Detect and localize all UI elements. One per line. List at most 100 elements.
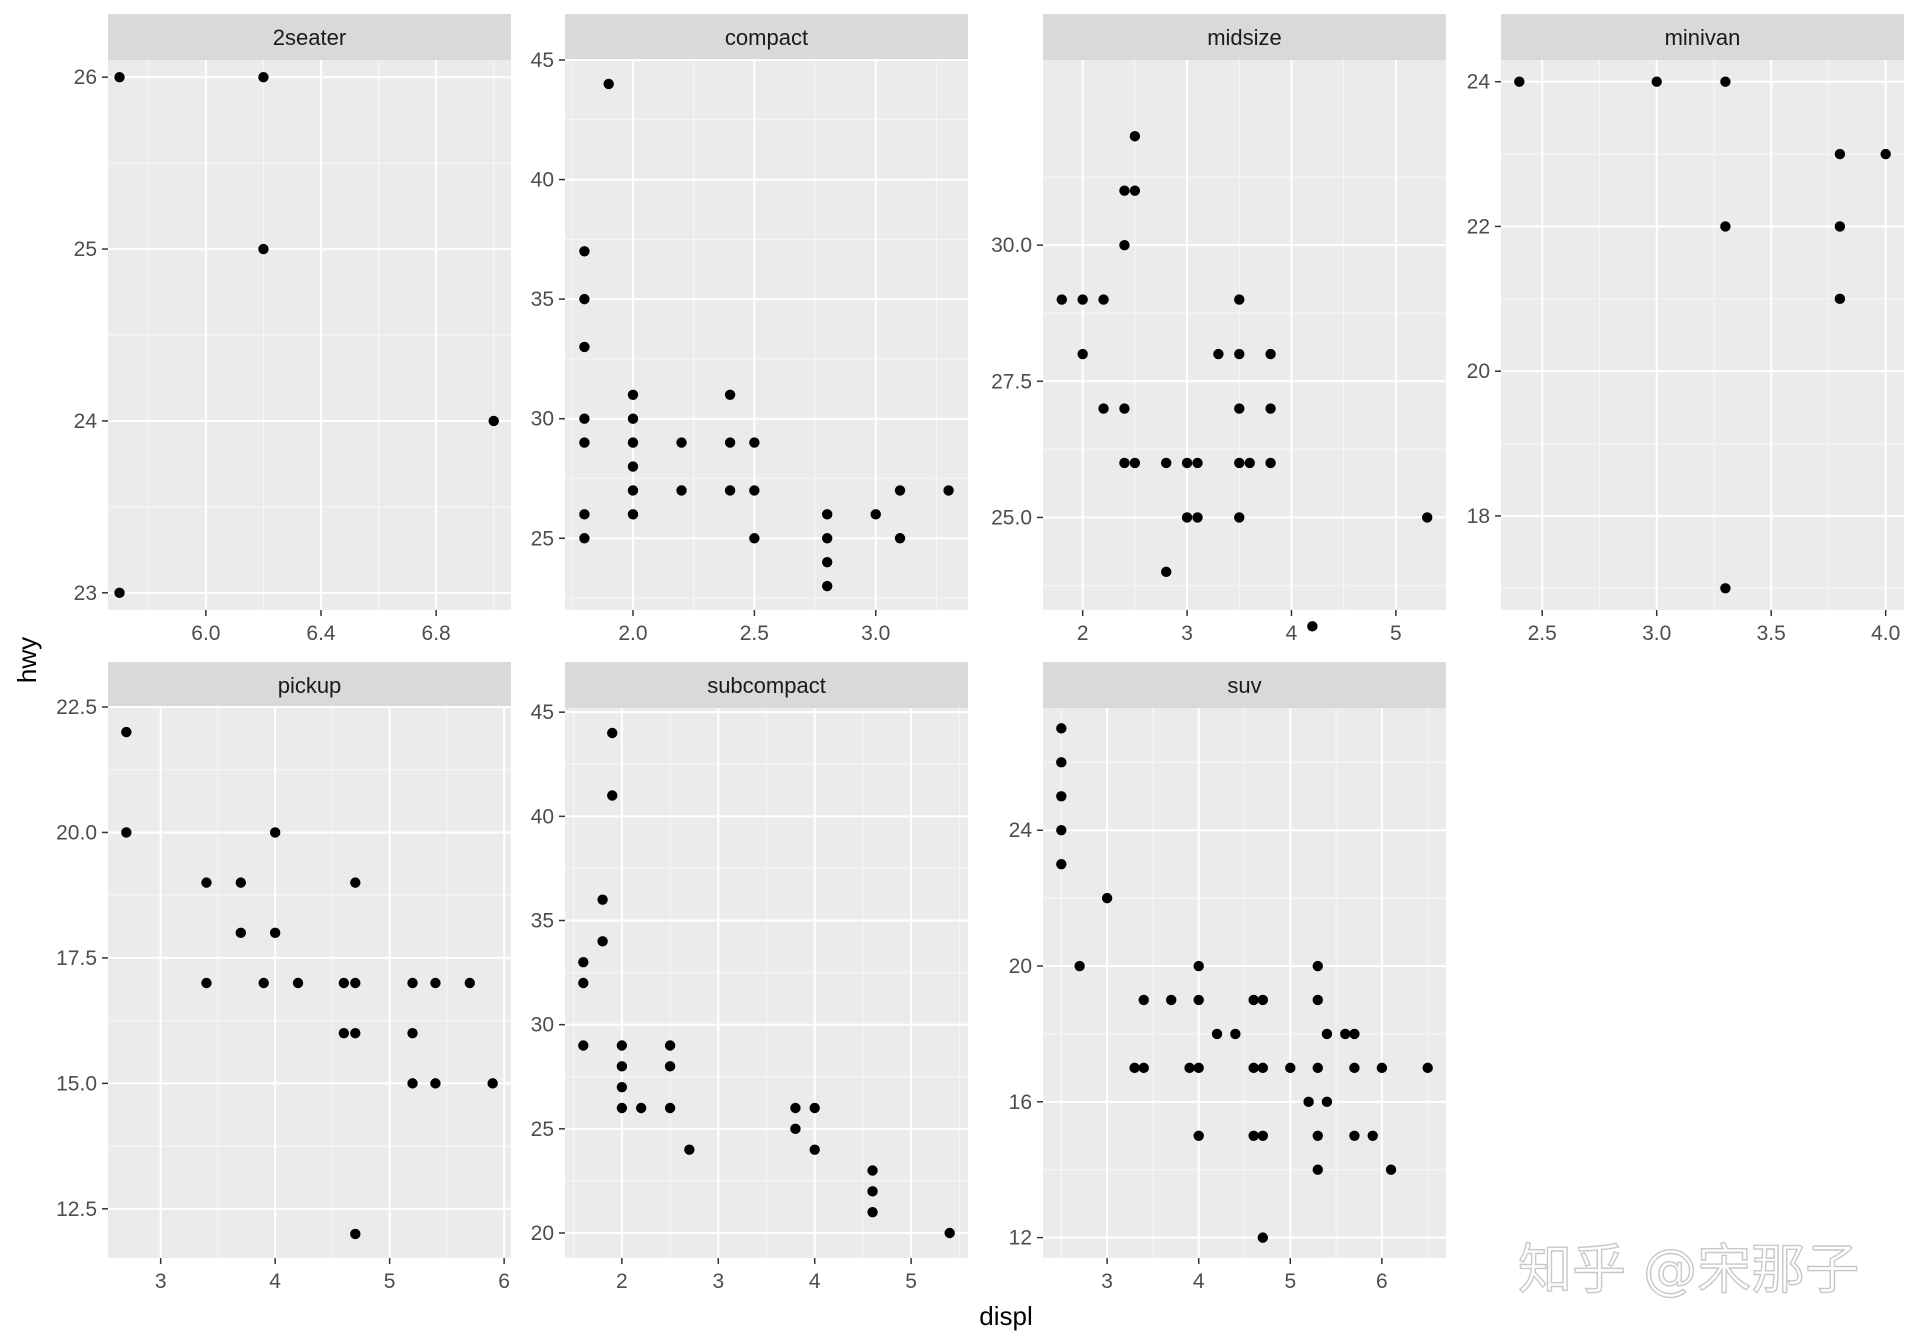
data-point [1193,960,1204,972]
x-tick-label: 4 [809,1270,821,1293]
facet-strip [1043,662,1446,708]
y-tick-label: 20 [1009,955,1032,978]
data-point [201,977,212,989]
data-point [603,78,614,90]
data-point [1234,512,1245,523]
panel-background [108,708,511,1258]
data-point [1129,185,1141,196]
data-point [579,437,590,448]
data-point [1307,621,1318,632]
y-tick-label: 25.0 [991,506,1032,529]
data-point [1349,1130,1360,1141]
data-point [1056,858,1067,870]
data-point [578,956,589,968]
data-point [1181,457,1193,469]
data-point [579,341,590,353]
data-point [1285,1062,1296,1074]
data-point [1101,892,1113,904]
data-point [121,726,132,738]
y-tick-label: 20.0 [56,821,97,844]
data-point [1321,1096,1333,1108]
data-point [1056,757,1067,768]
facet-panel-midsize: midsize 2 3 4 5 25.0 27.5 30.0 [991,14,1446,645]
data-points-suv [1056,723,1433,1243]
data-point [1234,348,1245,360]
data-points-compact [579,78,954,592]
data-point [1312,960,1323,972]
data-point [1244,457,1255,469]
data-point [1192,457,1203,469]
facet-strip-label: minivan [1665,25,1741,50]
facet-strip-label: 2seater [273,25,346,50]
data-point [749,437,760,448]
x-tick-label: 2.0 [618,622,647,645]
data-point [1349,1028,1360,1040]
data-point [269,927,281,939]
data-point [1248,1130,1259,1141]
data-point [1265,403,1276,414]
x-tick-label: 3.5 [1757,622,1786,645]
data-point [464,977,475,989]
data-point [258,977,269,989]
x-tick-label: 4.0 [1871,622,1900,645]
data-point [1312,1164,1323,1175]
x-tick-label: 2 [1077,622,1089,645]
x-tick-label: 3.0 [861,622,890,645]
data-point [1834,293,1846,305]
data-point [1367,1130,1378,1141]
facet-strip [565,662,968,708]
data-point [258,243,269,255]
data-point [579,413,590,424]
x-tick-label: 2.5 [1528,622,1557,645]
data-point [627,389,639,400]
x-tick-label: 5 [905,1270,917,1293]
data-point [1234,403,1245,414]
data-point [579,509,590,520]
data-point [1192,512,1203,523]
data-point [616,1081,628,1093]
x-tick-label: 4 [1286,622,1298,645]
facet-strip-label: subcompact [707,673,826,698]
data-point [597,936,608,947]
watermark: 知乎 @宋那子 [1517,1237,1860,1301]
data-point [627,413,639,424]
data-point [821,509,833,520]
data-point [894,533,906,544]
watermark-text: 知乎 @宋那子 [1518,1238,1859,1301]
data-point [1340,1028,1351,1040]
panel-background [565,60,968,610]
data-point [1077,348,1088,360]
data-point [1138,1062,1149,1074]
data-point [488,415,499,427]
facet-strip [1501,14,1904,60]
data-point [1514,76,1525,87]
facet-panel-2seater: 2seater 6.0 6.4 6.8 23 24 25 26 [74,14,511,645]
data-point [1376,1062,1388,1074]
data-point [1651,76,1662,87]
x-tick-label: 3 [1181,622,1193,645]
data-point [627,461,639,472]
y-tick-label: 27.5 [991,370,1032,393]
data-point [1056,791,1067,802]
x-tick-label: 2.5 [740,622,769,645]
data-point [790,1102,801,1114]
y-tick-label: 16 [1009,1091,1032,1114]
data-point [1193,1130,1204,1141]
data-point [1257,1232,1269,1243]
data-point [430,1078,441,1089]
data-point [579,246,590,257]
data-point [616,1061,628,1072]
data-point [338,1027,350,1039]
facet-strip [108,14,511,60]
data-point [1098,403,1109,414]
facet-strip [108,662,511,708]
y-tick-label: 12 [1009,1227,1032,1250]
data-point [1181,512,1193,523]
data-point [894,485,906,496]
data-points-pickup [121,726,498,1240]
data-point [1193,994,1204,1006]
data-point [1312,1130,1323,1141]
y-tick-label: 45 [531,701,554,724]
y-axis-title: hwy [12,637,42,683]
